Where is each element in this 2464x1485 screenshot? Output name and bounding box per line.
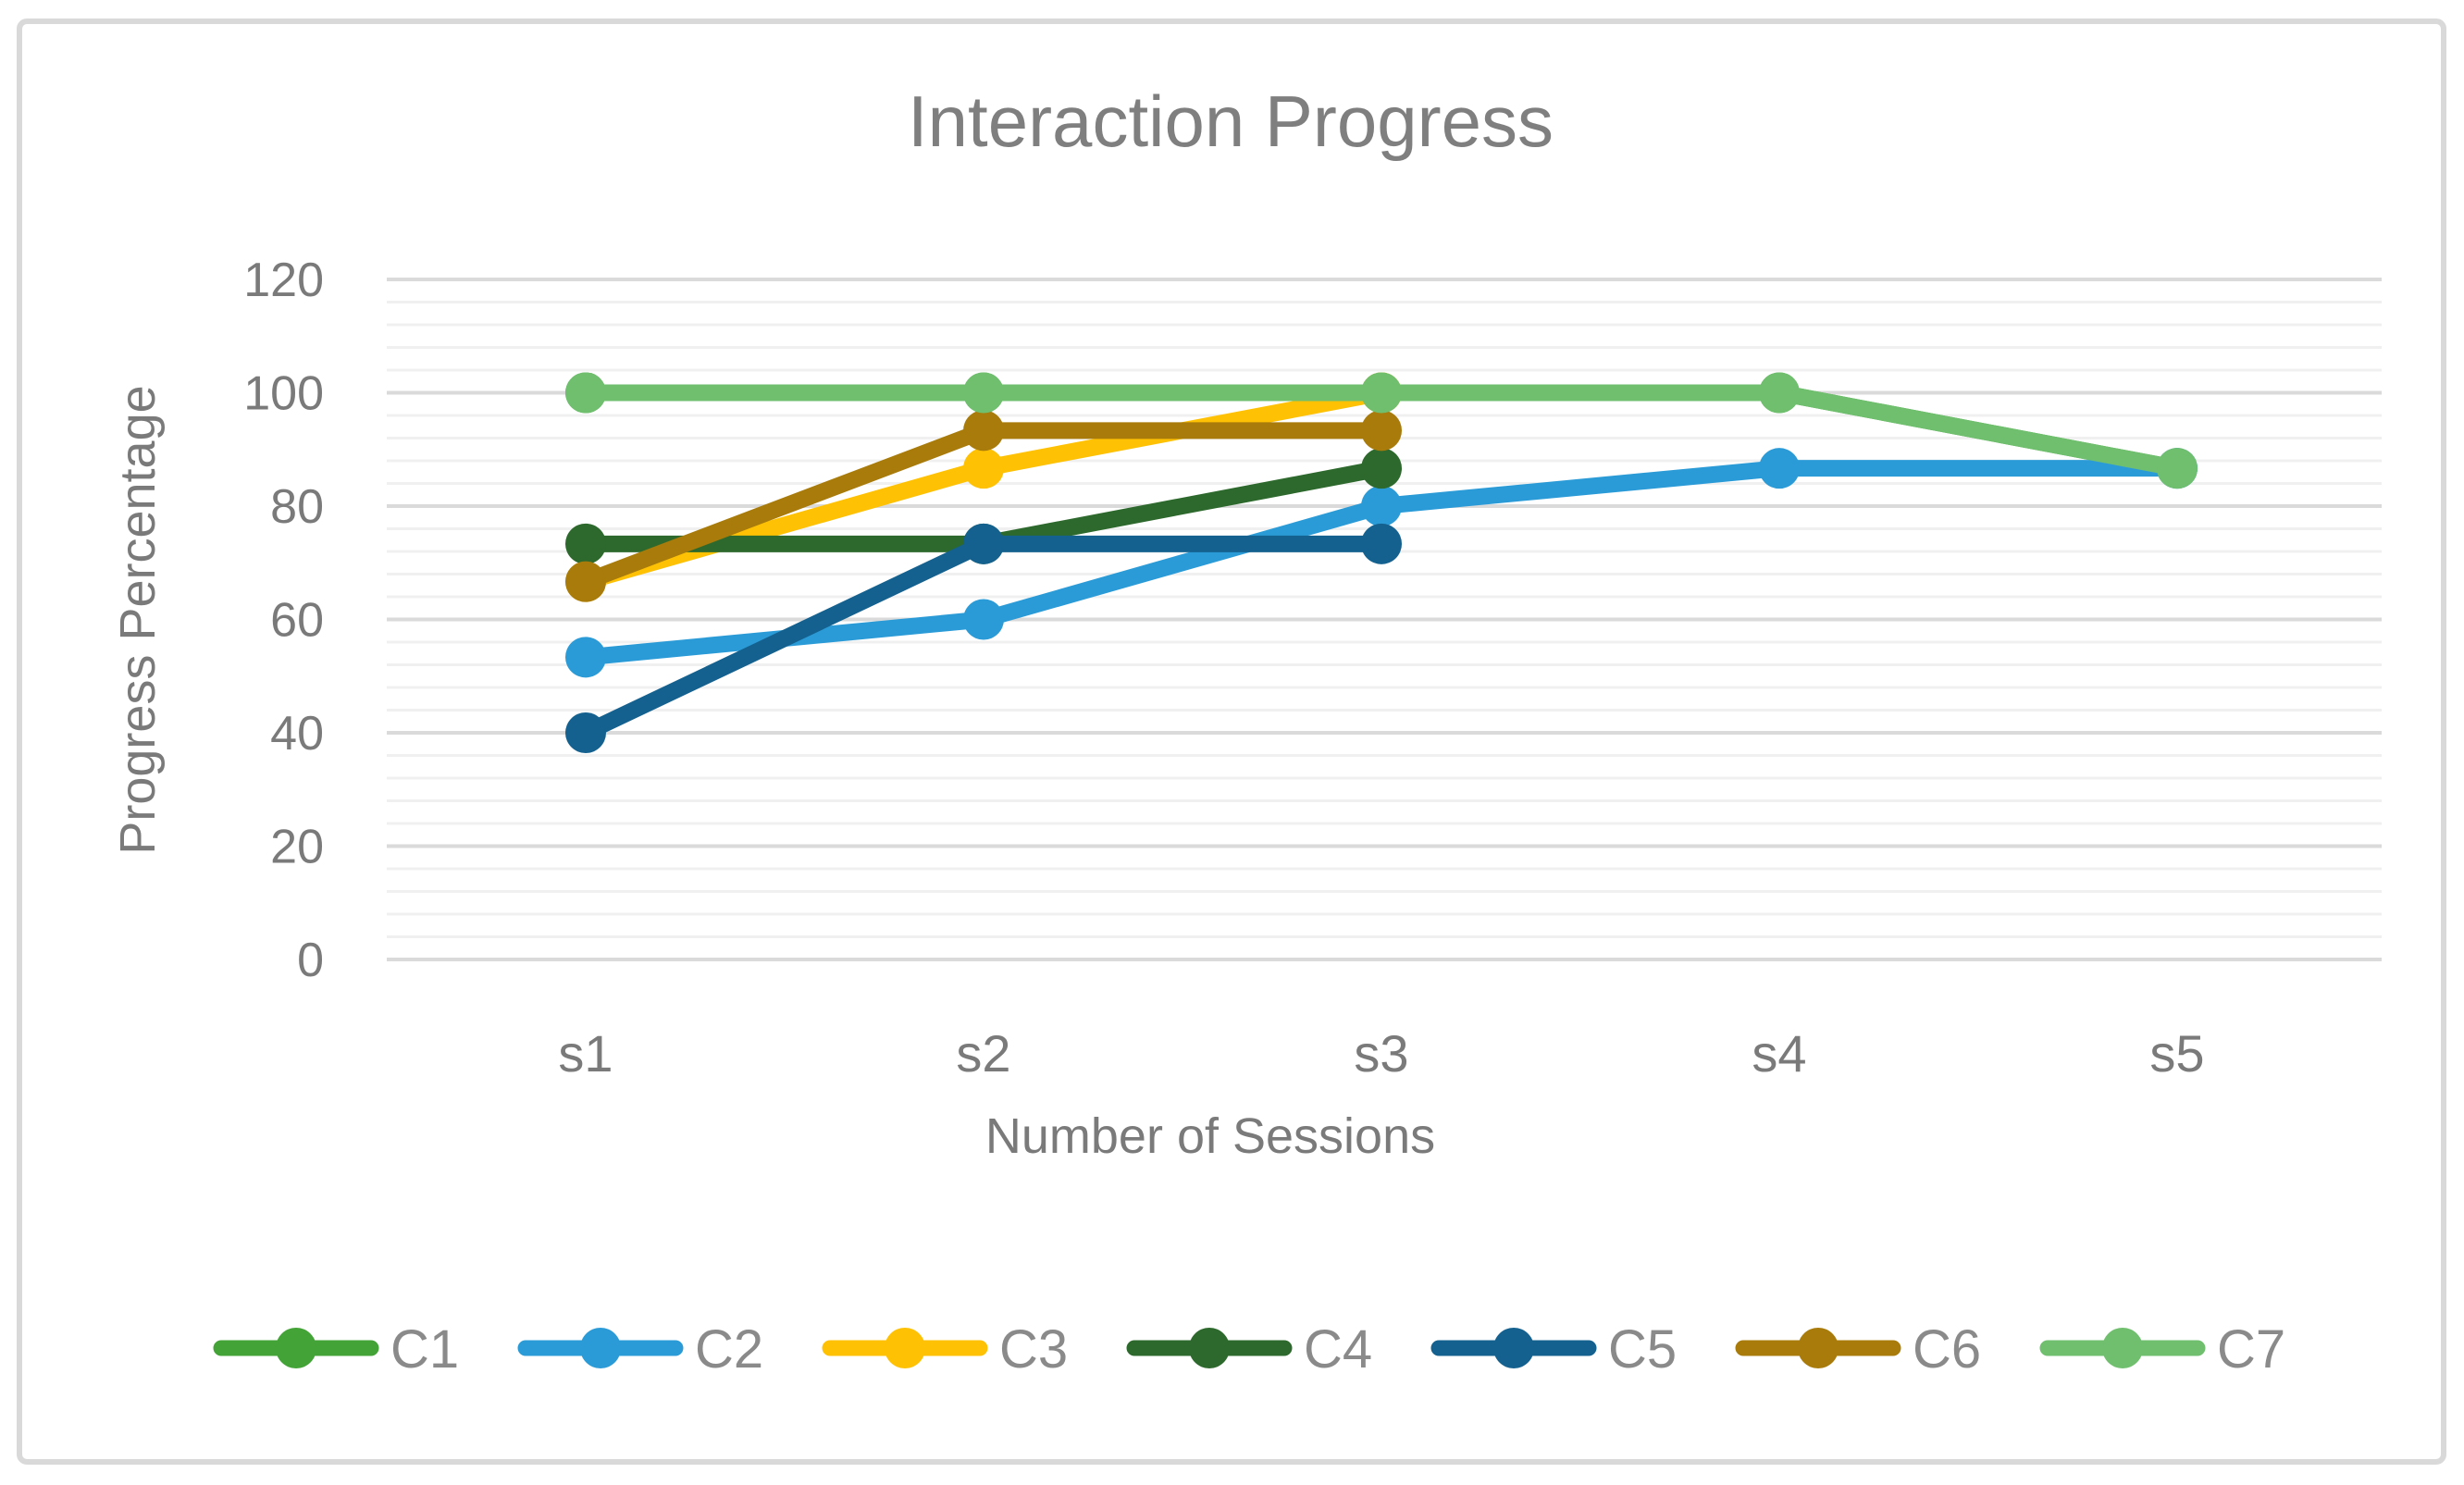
data-point-C5 — [1361, 523, 1402, 564]
legend-swatch-marker-icon — [1493, 1328, 1534, 1368]
data-point-C5 — [565, 712, 606, 753]
y-tick-label: 120 — [243, 254, 324, 307]
x-tick-label: s3 — [1354, 1024, 1408, 1083]
data-point-C6 — [963, 410, 1004, 452]
legend-item-C4[interactable]: C4 — [1126, 1319, 1372, 1380]
x-tick-label: s1 — [558, 1024, 613, 1083]
legend-item-C7[interactable]: C7 — [2039, 1319, 2285, 1380]
data-point-C2 — [1361, 486, 1402, 526]
x-tick-label: s5 — [2149, 1024, 2204, 1083]
data-point-C7 — [1759, 372, 1800, 414]
legend-item-C1[interactable]: C1 — [213, 1319, 459, 1380]
y-tick-label: 40 — [270, 707, 324, 761]
data-point-C6 — [1361, 410, 1402, 452]
data-point-C7 — [565, 372, 606, 414]
y-tick-label: 20 — [270, 821, 324, 874]
legend-label: C5 — [1608, 1319, 1677, 1380]
legend-label: C3 — [999, 1319, 1068, 1380]
legend-swatch-marker-icon — [1798, 1328, 1839, 1368]
legend-label: C4 — [1304, 1319, 1372, 1380]
y-axis-title: Progress Percentage — [110, 385, 166, 854]
legend-item-C6[interactable]: C6 — [1735, 1319, 1981, 1380]
data-point-C7 — [1361, 372, 1402, 414]
data-point-C7 — [2157, 448, 2198, 489]
y-tick-label: 0 — [297, 934, 324, 987]
x-tick-label: s4 — [1752, 1024, 1806, 1083]
data-point-C4 — [565, 523, 606, 564]
x-tick-label: s2 — [956, 1024, 1010, 1083]
y-tick-label: 100 — [243, 367, 324, 421]
chart-title: Interaction Progress — [908, 80, 1554, 162]
x-axis-title: Number of Sessions — [985, 1108, 1435, 1164]
legend-swatch-marker-icon — [580, 1328, 621, 1368]
chart-frame-border — [17, 19, 2446, 1465]
data-point-C2 — [1759, 448, 1800, 489]
y-tick-label: 80 — [270, 480, 324, 534]
data-point-C3 — [963, 448, 1004, 489]
legend-item-C5[interactable]: C5 — [1430, 1319, 1677, 1380]
legend-swatch-marker-icon — [1189, 1328, 1230, 1368]
legend-swatch-marker-icon — [2102, 1328, 2143, 1368]
data-point-C2 — [565, 637, 606, 678]
y-tick-label: 60 — [270, 594, 324, 648]
data-point-C7 — [963, 372, 1004, 414]
legend-label: C1 — [390, 1319, 459, 1380]
data-point-C2 — [963, 599, 1004, 640]
data-point-C5 — [963, 523, 1004, 564]
legend-swatch-marker-icon — [885, 1328, 925, 1368]
legend-swatch-marker-icon — [276, 1328, 316, 1368]
legend-label: C7 — [2217, 1319, 2285, 1380]
legend-item-C3[interactable]: C3 — [822, 1319, 1068, 1380]
legend-label: C2 — [695, 1319, 763, 1380]
legend-item-C2[interactable]: C2 — [517, 1319, 763, 1380]
data-point-C4 — [1361, 448, 1402, 489]
data-point-C6 — [565, 561, 606, 602]
legend: C1 C2 C3 C4 C5 C6 C7 — [213, 1319, 2285, 1380]
legend-label: C6 — [1913, 1319, 1981, 1380]
